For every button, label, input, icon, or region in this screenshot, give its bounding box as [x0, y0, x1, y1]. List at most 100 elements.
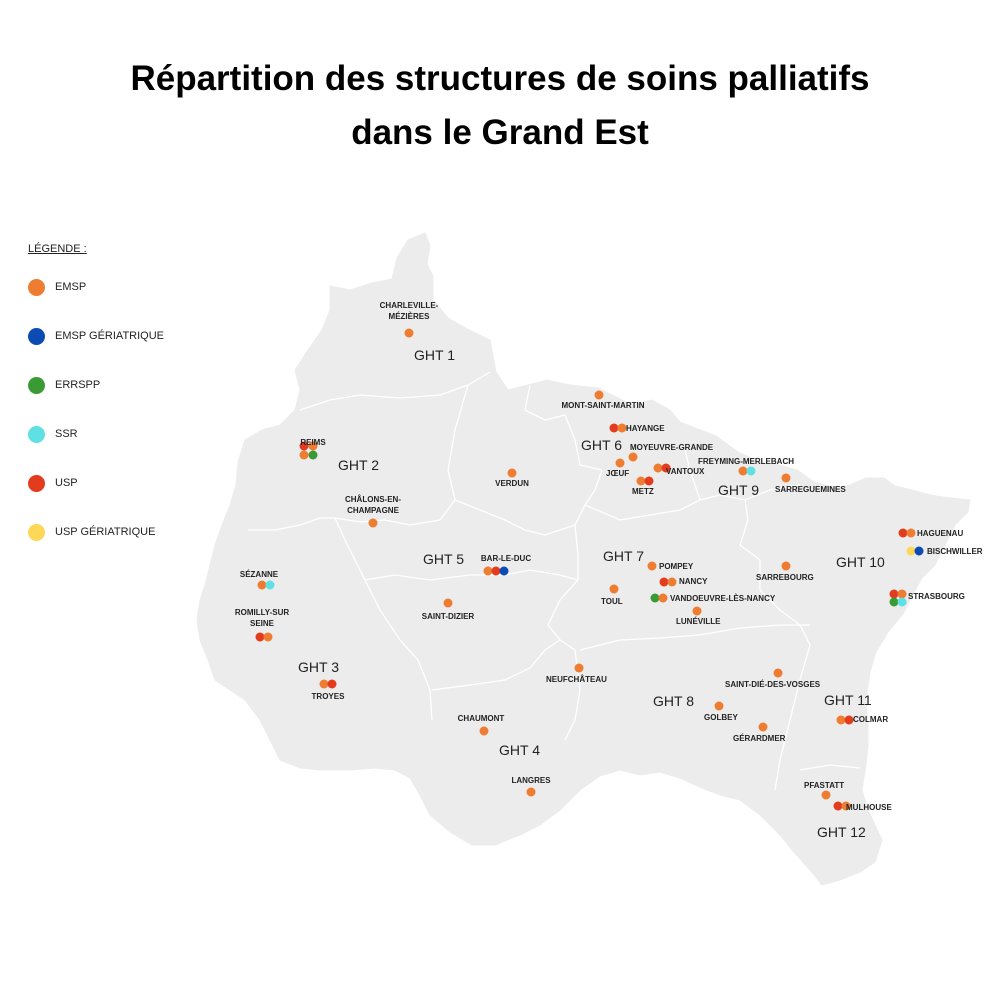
place-vantoux: VANTOUX [653, 463, 705, 476]
place-sarrebourg: SARREBOURG [756, 561, 814, 582]
structure-dot-emsp [483, 566, 493, 576]
place-troyes: TROYES [312, 679, 346, 701]
boundary-line [431, 639, 581, 741]
boundary-line [799, 764, 861, 771]
place-label-vantoux: VANTOUX [666, 467, 705, 476]
structure-dot-emsp [841, 801, 851, 811]
place-sarreguemines: SARREGUEMINES [775, 473, 846, 494]
structure-dot-ssr [746, 466, 756, 476]
structure-dot-ssr [897, 597, 907, 607]
ght-1-label: GHT 1 [414, 347, 455, 363]
place-strasbourg: STRASBOURG [889, 589, 965, 607]
place-label-joeuf: JŒUF [606, 469, 629, 478]
place-label-toul: TOUL [601, 597, 623, 606]
structure-dot-errspp [650, 593, 660, 603]
place-pfastatt: PFASTATT [804, 781, 844, 800]
place-nancy: NANCY [659, 577, 708, 587]
structure-dot-emsp-ger [499, 566, 509, 576]
place-label-moyeuvre-grande: MOYEUVRE-GRANDE [630, 443, 714, 452]
place-label-langres: LANGRES [511, 776, 551, 785]
place-label-reims: REIMS [300, 438, 326, 447]
structure-dot-emsp [574, 663, 584, 673]
place-label-bischwiller: BISCHWILLER [927, 547, 983, 556]
emsp-dot-icon [28, 279, 45, 296]
boundary-line [579, 624, 810, 651]
structure-dot-emsp [897, 589, 907, 599]
legend-item-emsp: EMSP [28, 277, 228, 297]
place-label-pfastatt: PFASTATT [804, 781, 844, 790]
structure-dot-emsp [263, 632, 273, 642]
structure-dot-emsp [526, 787, 536, 797]
ght-11-label: GHT 11 [824, 692, 872, 708]
structure-dot-emsp [404, 328, 414, 338]
structure-dot-emsp-ger [914, 546, 924, 556]
place-label-sezanne: SÉZANNE [240, 570, 279, 579]
map-title: Répartition des structures de soins pall… [0, 52, 1000, 160]
place-label-charleville-mezieres: CHARLEVILLE-MÉZIÈRES [380, 301, 439, 321]
boundary-line [739, 499, 811, 646]
usp-geriatrique-dot-icon [28, 524, 45, 541]
structure-dot-usp [844, 715, 854, 725]
place-freyming-merlebach: FREYMING-MERLEBACH [698, 457, 794, 476]
legend-label-errspp: ERRSPP [55, 379, 101, 391]
structure-dot-usp [644, 476, 654, 486]
structure-dot-emsp [257, 580, 267, 590]
structure-dot-emsp [615, 458, 625, 468]
place-verdun: VERDUN [495, 468, 529, 488]
place-label-romilly-sur-seine: ROMILLY-SUR SEINE [235, 608, 290, 628]
structure-dot-usp [491, 566, 501, 576]
structure-dot-emsp [667, 577, 677, 587]
place-label-strasbourg: STRASBOURG [908, 592, 965, 601]
structure-dot-errspp [889, 597, 899, 607]
place-golbey: GOLBEY [704, 701, 738, 722]
place-label-saint-die-des-vosges: SAINT-DIÉ-DES-VOSGES [725, 680, 821, 689]
ght-6-label: GHT 6 [581, 437, 622, 453]
place-label-troyes: TROYES [312, 692, 346, 701]
structure-dot-usp [889, 589, 899, 599]
structure-dot-emsp [773, 668, 783, 678]
place-label-hayange: HAYANGE [626, 424, 665, 433]
legend: LÉGENDE : EMSP EMSP GÉRIATRIQUE ERRSPP S… [28, 243, 228, 571]
structure-dot-emsp [758, 722, 768, 732]
place-mont-saint-martin: MONT-SAINT-MARTIN [561, 390, 645, 410]
structure-dot-emsp [738, 466, 748, 476]
place-label-metz: METZ [632, 487, 654, 496]
place-moyeuvre-grande: MOYEUVRE-GRANDE [628, 443, 714, 462]
legend-item-emsp-geriatrique: EMSP GÉRIATRIQUE [28, 326, 228, 346]
usp-dot-icon [28, 475, 45, 492]
place-label-saint-dizier: SAINT-DIZIER [422, 612, 475, 621]
structure-dot-usp [833, 801, 843, 811]
structure-dot-emsp [781, 561, 791, 571]
structure-dot-emsp [479, 726, 489, 736]
place-vandoeuvre-les-nancy: VANDOEUVRE-LÈS-NANCY [650, 593, 776, 603]
ght-3-label: GHT 3 [298, 659, 339, 675]
boundary-line [454, 469, 603, 536]
place-reims: REIMS [299, 438, 326, 460]
place-label-mont-saint-martin: MONT-SAINT-MARTIN [561, 401, 644, 410]
legend-item-usp: USP [28, 473, 228, 493]
place-bar-le-duc: BAR-LE-DUC [481, 554, 531, 576]
ght-5-label: GHT 5 [423, 551, 464, 567]
structure-dot-emsp [368, 518, 378, 528]
title-line-1: Répartition des structures de soins pall… [130, 59, 870, 98]
structure-dot-emsp [821, 790, 831, 800]
legend-label-ssr: SSR [55, 428, 78, 440]
place-chalons-en-champagne: CHÂLONS-EN-CHAMPAGNE [345, 495, 401, 528]
legend-item-usp-geriatrique: USP GÉRIATRIQUE [28, 522, 228, 542]
structure-dot-emsp [628, 452, 638, 462]
place-label-chalons-en-champagne: CHÂLONS-EN-CHAMPAGNE [345, 495, 401, 515]
ght-12-label: GHT 12 [817, 824, 866, 840]
place-label-verdun: VERDUN [495, 479, 529, 488]
places-layer: CHARLEVILLE-MÉZIÈRES REIMS CHÂLONS-EN-CHAM… [235, 301, 983, 812]
structure-dot-emsp [443, 598, 453, 608]
place-toul: TOUL [601, 584, 623, 606]
place-saint-dizier: SAINT-DIZIER [422, 598, 475, 621]
place-saint-die-des-vosges: SAINT-DIÉ-DES-VOSGES [725, 668, 821, 689]
structure-dot-emsp [692, 606, 702, 616]
place-langres: LANGRES [511, 776, 551, 797]
structure-dot-usp [659, 577, 669, 587]
structure-dot-errspp [308, 450, 318, 460]
legend-title: LÉGENDE : [28, 243, 87, 255]
structure-dot-emsp [906, 528, 916, 538]
